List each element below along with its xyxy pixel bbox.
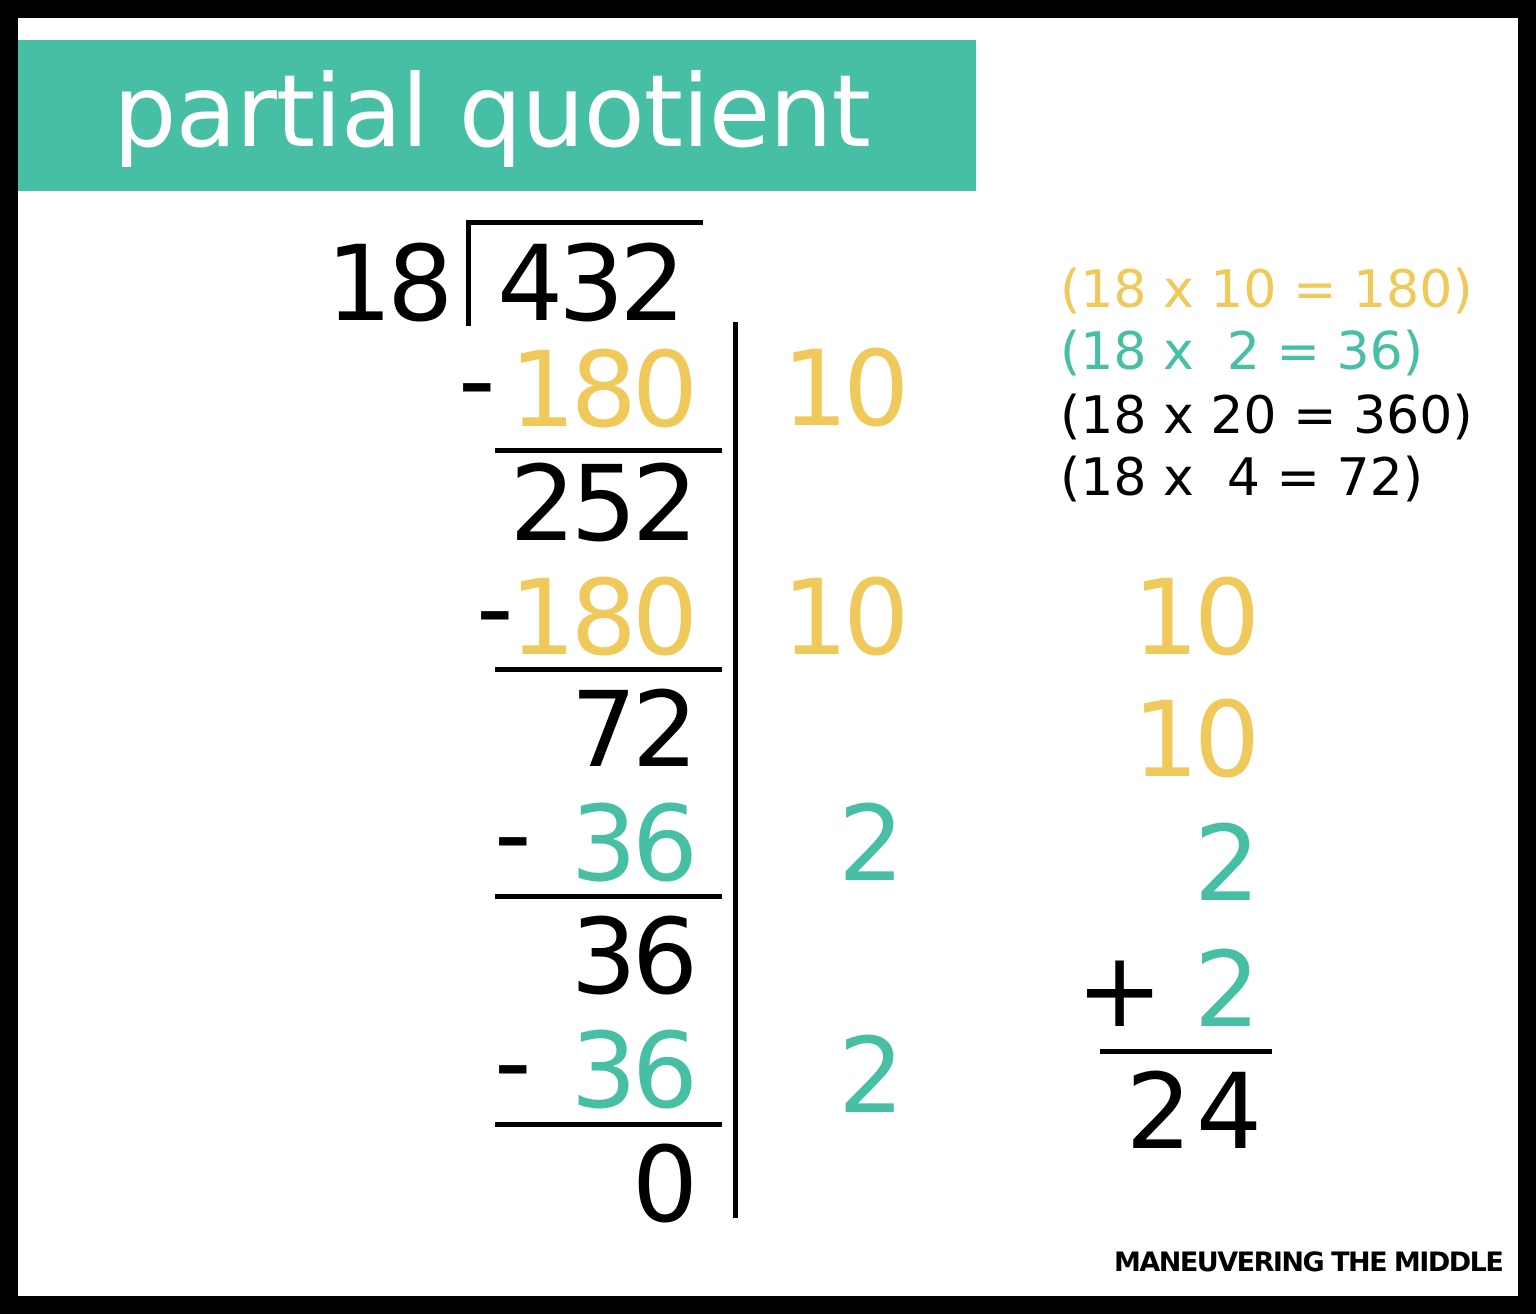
minus-sign: -	[476, 547, 513, 669]
addend: 2	[1193, 929, 1260, 1051]
remainder: 252	[509, 443, 698, 565]
subtrahend: 36	[570, 1010, 698, 1132]
subtraction-line	[495, 667, 722, 672]
sum-total: 24	[1125, 1051, 1266, 1173]
sum-line	[1100, 1049, 1272, 1054]
addend: 10	[1132, 557, 1260, 679]
fact-line: (18 x 20 = 360)	[1060, 386, 1473, 446]
minus-sign: -	[458, 319, 495, 441]
fact-line: (18 x 2 = 36)	[1060, 322, 1423, 382]
subtraction-line	[495, 894, 722, 899]
fact-line: (18 x 10 = 180)	[1060, 260, 1473, 320]
partial-quotient: 10	[782, 557, 909, 679]
partial-quotient: 2	[838, 783, 904, 905]
quotient-divider-line	[733, 322, 738, 1218]
subtrahend: 36	[570, 783, 698, 905]
page-title: partial quotient	[113, 53, 871, 170]
subtrahend: 180	[509, 329, 698, 451]
minus-sign: -	[494, 773, 531, 895]
addend: 10	[1132, 679, 1260, 801]
partial-quotient: 10	[782, 328, 909, 450]
remainder: 72	[570, 669, 698, 791]
subtrahend: 180	[509, 557, 698, 679]
division-bracket-top	[466, 220, 703, 225]
final-remainder: 0	[631, 1124, 698, 1246]
subtraction-line	[495, 1122, 722, 1127]
title-banner	[18, 40, 976, 191]
division-bracket-vertical	[466, 222, 471, 326]
fact-line: (18 x 4 = 72)	[1060, 448, 1423, 508]
addend: 2	[1193, 803, 1260, 925]
plus-sign: +	[1076, 929, 1163, 1051]
subtraction-line	[495, 448, 722, 453]
divisor: 18	[326, 223, 453, 345]
minus-sign: -	[494, 1001, 531, 1123]
partial-quotient: 2	[838, 1015, 904, 1137]
brand-footer: MANEUVERING THE MIDDLE	[1114, 1247, 1504, 1278]
poster-background	[18, 18, 1518, 1296]
dividend: 432	[497, 223, 686, 345]
remainder: 36	[570, 896, 698, 1018]
